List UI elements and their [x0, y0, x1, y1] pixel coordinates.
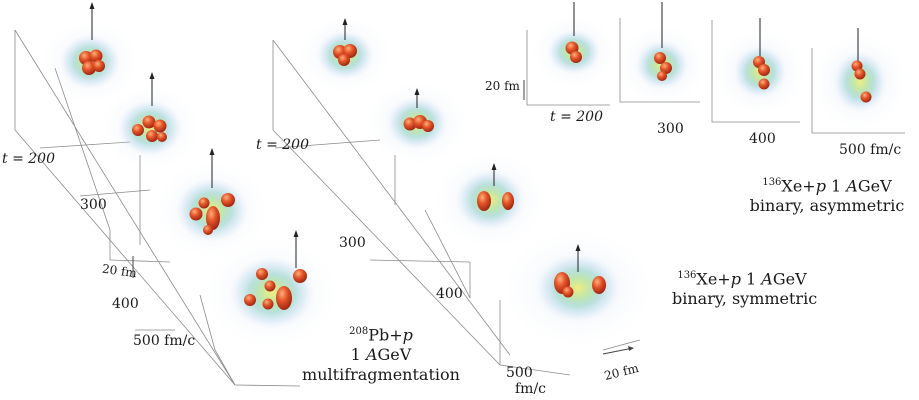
snapshot-t300: [100, 72, 200, 170]
snapshot-t400: [714, 18, 806, 116]
caption-mode: binary, symmetric: [672, 289, 818, 309]
time-label-t300: 300: [80, 197, 107, 213]
caption-reaction: 208Pb+p: [349, 325, 413, 345]
panel-binary-symmetric: [272, 17, 652, 376]
caption-mode: binary, asymmetric: [749, 196, 905, 216]
caption-reaction: 136Xe+p 1 AGeV: [677, 269, 807, 289]
caption-binary-asymmetric: 136Xe+p 1 AGeV binary, asymmetric: [742, 173, 912, 216]
caption-reaction: 136Xe+p 1 AGeV: [762, 176, 892, 196]
snapshot-t500: [206, 230, 338, 348]
snapshot-t300: [367, 81, 467, 165]
snapshot-t200: [532, 2, 616, 88]
time-label-t500: 500 fm/c: [839, 142, 902, 158]
snapshot-t200: [42, 2, 138, 104]
time-label-t400: 400: [436, 286, 463, 302]
time-label-t200: t = 200: [256, 137, 309, 153]
time-label-t500: 500: [506, 365, 533, 381]
caption-mode: multifragmentation: [302, 365, 460, 385]
caption-energy: 1 AGeV: [350, 345, 412, 365]
snapshot-t400: [156, 148, 268, 258]
panel-multifragmentation: [14, 2, 338, 387]
caption-binary-symmetric: 136Xe+p 1 AGeV binary, symmetric: [672, 266, 818, 309]
time-label-t300: 300: [657, 121, 684, 137]
snapshot-t300: [618, 2, 706, 105]
time-unit-label: fm/c: [515, 381, 547, 397]
snapshot-t500: [812, 28, 908, 130]
snapshot-t500: [504, 230, 652, 346]
time-label-t400: 400: [749, 131, 776, 147]
snapshot-t400: [434, 152, 546, 248]
time-label-t200: t = 200: [550, 109, 603, 125]
time-label-t500: 500 fm/c: [133, 333, 196, 349]
scale-label: 20 fm: [485, 79, 520, 93]
snapshot-t200: [299, 17, 391, 93]
perspective-grid: [272, 39, 641, 376]
time-label-t200: t = 200: [2, 151, 55, 167]
scale-bar: [602, 346, 634, 355]
caption-multifragmentation: 208Pb+p 1 AGeV multifragmentation: [300, 322, 462, 385]
time-label-t300: 300: [339, 235, 366, 251]
panel-binary-asymmetric: [523, 2, 908, 134]
time-label-t400: 400: [112, 296, 139, 312]
